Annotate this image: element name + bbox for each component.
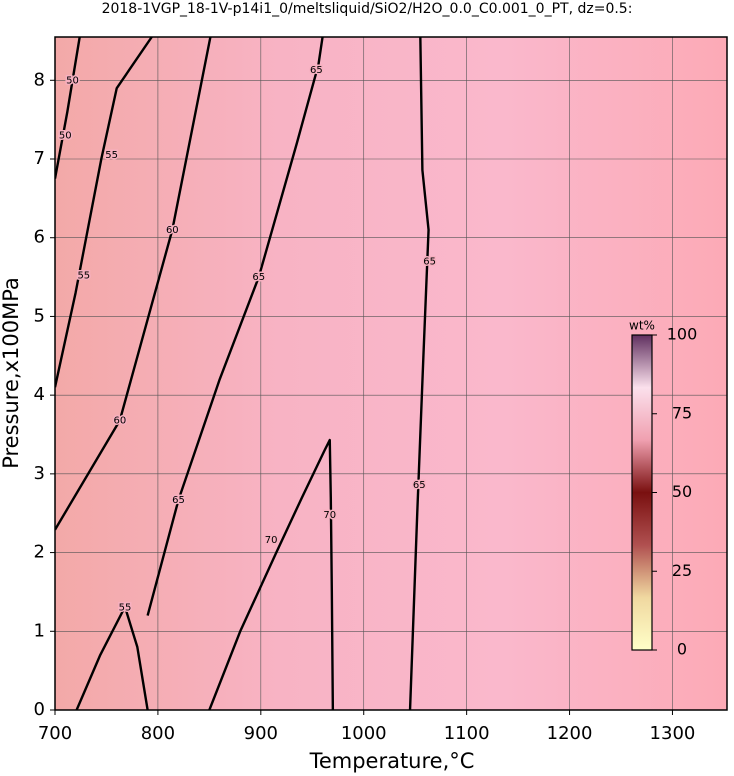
contour-line bbox=[208, 438, 335, 710]
contour-line bbox=[123, 606, 149, 710]
colorbar-label: wt% bbox=[629, 319, 655, 333]
contour-label: 65 bbox=[310, 65, 323, 76]
contour-line bbox=[408, 37, 430, 710]
y-axis-label: Pressure,x100MPa bbox=[0, 277, 23, 469]
plot-frame bbox=[54, 36, 728, 711]
contour-label: 65 bbox=[423, 256, 436, 267]
y-tick-label: 4 bbox=[34, 384, 45, 405]
contour-label: 55 bbox=[77, 271, 90, 282]
x-tick-label: 1100 bbox=[444, 723, 490, 744]
y-tick-label: 8 bbox=[34, 69, 45, 90]
y-tick-label: 0 bbox=[34, 699, 45, 720]
x-tick-label: 1200 bbox=[547, 723, 593, 744]
chart-title: 2018-1VGP_18-1V-p14i1_0/meltsliquid/SiO2… bbox=[102, 1, 633, 17]
x-tick-label: 900 bbox=[244, 723, 278, 744]
contour-label: 70 bbox=[323, 510, 336, 521]
x-tick-label: 700 bbox=[38, 723, 72, 744]
colorbar-tick-label: 25 bbox=[672, 561, 692, 580]
y-tick-label: 2 bbox=[34, 542, 45, 563]
contour-label: 60 bbox=[113, 415, 126, 426]
contour-label: 50 bbox=[59, 130, 72, 141]
y-tick-label: 5 bbox=[34, 305, 45, 326]
y-tick-label: 6 bbox=[34, 227, 45, 248]
contour-label: 60 bbox=[166, 225, 179, 236]
colorbar bbox=[631, 334, 653, 651]
x-tick-label: 1300 bbox=[650, 723, 696, 744]
colorbar-tick-label: 0 bbox=[677, 640, 687, 659]
contour-label: 65 bbox=[413, 480, 426, 491]
contour-label: 55 bbox=[105, 150, 118, 161]
contour-label: 65 bbox=[172, 495, 185, 506]
contour-label: 50 bbox=[66, 75, 79, 86]
contour-label: 55 bbox=[119, 603, 132, 614]
colorbar-tick-label: 100 bbox=[667, 325, 698, 344]
contour-line bbox=[55, 37, 81, 179]
contour-label: 70 bbox=[265, 535, 278, 546]
colorbar-tick-label: 50 bbox=[672, 482, 692, 501]
y-tick-label: 1 bbox=[34, 620, 45, 641]
contours: 50 50 55 55 55 60 60 65 65 65 70 70 65 65 bbox=[55, 37, 437, 710]
plot-area bbox=[55, 37, 727, 710]
x-tick-label: 1000 bbox=[341, 723, 387, 744]
y-tick-label: 7 bbox=[34, 148, 45, 169]
contour-label: 65 bbox=[252, 272, 265, 283]
y-tick-label: 3 bbox=[34, 463, 45, 484]
colorbar-tick-label: 75 bbox=[672, 403, 692, 422]
x-tick-label: 800 bbox=[141, 723, 175, 744]
contour-line bbox=[75, 606, 127, 710]
contour-line bbox=[55, 37, 153, 388]
x-axis-label: Temperature,°C bbox=[309, 749, 475, 773]
contour-line bbox=[146, 37, 324, 616]
contour-line bbox=[55, 37, 212, 531]
